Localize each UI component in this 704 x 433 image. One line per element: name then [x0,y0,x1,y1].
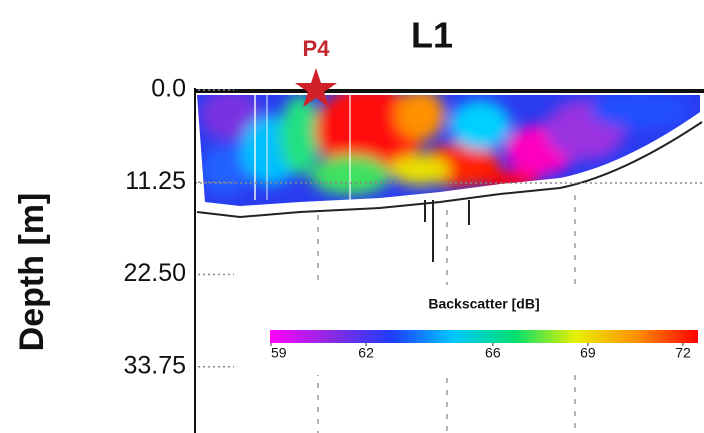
colorbar-tick-label: 72 [675,345,691,361]
annotation: P4 [303,36,331,61]
colorbar-tick-label: 69 [580,345,596,361]
y-axis-label: Depth [m] [13,193,51,352]
chart-title: L1 [411,15,453,56]
y-tick-label: 11.25 [125,167,186,195]
colorbar-title: Backscatter [dB] [428,296,539,312]
colorbar [270,330,698,343]
y-tick-label: 33.75 [123,351,186,379]
colorbar-tick-label: 59 [271,345,287,361]
colorbar-tick-label: 62 [358,345,374,361]
y-tick-label: 22.50 [123,259,186,287]
colorbar-tick-label: 66 [485,345,501,361]
echogram [195,68,704,433]
y-tick-label: 0.0 [151,75,186,103]
